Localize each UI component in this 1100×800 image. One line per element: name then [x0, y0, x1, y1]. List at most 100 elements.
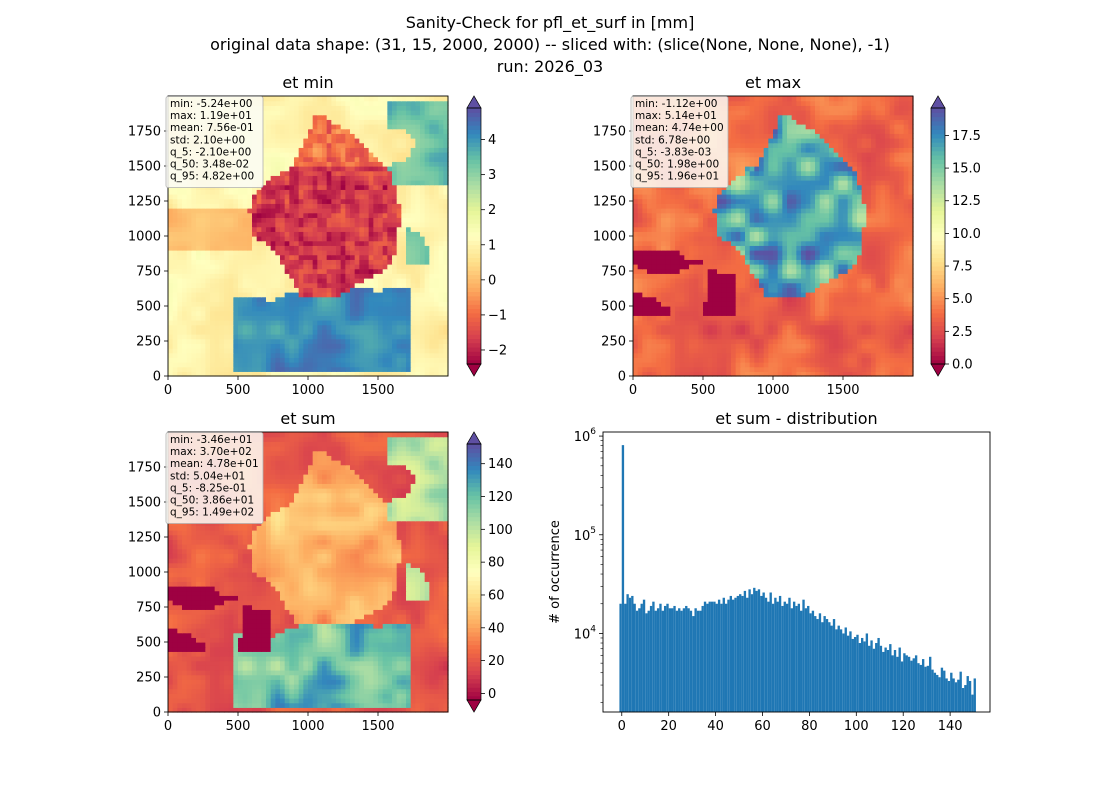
heatmap-cell: [289, 203, 295, 209]
heatmap-cell: [843, 310, 849, 316]
heatmap-cell: [880, 287, 886, 293]
heatmap-cell: [191, 296, 197, 302]
heatmap-cell: [317, 152, 323, 158]
heatmap-cell: [261, 138, 267, 144]
heatmap-cell: [191, 320, 197, 326]
x-tick-label: 500: [226, 383, 251, 398]
heatmap-cell: [182, 268, 188, 274]
heatmap-cell: [791, 338, 797, 344]
heatmap-cell: [899, 357, 905, 363]
heatmap-cell: [763, 366, 769, 372]
heatmap-cell: [424, 124, 430, 130]
heatmap-cell: [224, 208, 230, 214]
heatmap-cell: [214, 194, 220, 200]
heatmap-cell: [298, 334, 304, 340]
heatmap-cell: [308, 133, 314, 139]
heatmap-cell: [801, 287, 807, 293]
heatmap-cell: [182, 203, 188, 209]
heatmap-cell: [633, 348, 639, 354]
heatmap-cell: [424, 152, 430, 158]
heatmap-cell: [633, 287, 639, 293]
heatmap-cell: [410, 124, 416, 130]
heatmap-cell: [782, 348, 788, 354]
heatmap-cell: [191, 203, 197, 209]
heatmap-cell: [247, 240, 253, 246]
heatmap-cell: [354, 306, 360, 312]
heatmap-cell: [172, 273, 178, 279]
heatmap-cell: [336, 366, 342, 372]
heatmap-cell: [665, 324, 671, 330]
heatmap-cell: [214, 226, 220, 232]
heatmap-cell: [340, 315, 346, 321]
heatmap-cell: [275, 315, 281, 321]
heatmap-cell: [205, 231, 211, 237]
heatmap-cell: [350, 184, 356, 190]
heatmap-cell: [336, 250, 342, 256]
heatmap-cell: [712, 310, 718, 316]
heatmap-cell: [429, 236, 435, 242]
heatmap-cell: [908, 371, 914, 377]
heatmap-cell: [354, 320, 360, 326]
heatmap-cell: [168, 278, 174, 284]
heatmap-cell: [210, 254, 216, 260]
heatmap-cell: [242, 343, 248, 349]
heatmap-cell: [172, 203, 178, 209]
heatmap-cell: [186, 203, 192, 209]
heatmap-cell: [843, 357, 849, 363]
heatmap-cell: [196, 296, 202, 302]
heatmap-cell: [364, 306, 370, 312]
heatmap-cell: [815, 329, 821, 335]
heatmap-cell: [312, 189, 318, 195]
heatmap-cell: [693, 287, 699, 293]
heatmap-cell: [871, 357, 877, 363]
heatmap-cell: [815, 366, 821, 372]
heatmap-cell: [317, 338, 323, 344]
heatmap-cell: [410, 100, 416, 106]
heatmap-cell: [340, 156, 346, 162]
heatmap-cell: [438, 250, 444, 256]
heatmap-cell: [401, 166, 407, 172]
heatmap-cell: [894, 366, 900, 372]
heatmap-cell: [434, 278, 440, 284]
heatmap-cell: [759, 282, 765, 288]
heatmap-cell: [392, 254, 398, 260]
heatmap-cell: [801, 348, 807, 354]
heatmap-cell: [782, 371, 788, 377]
heatmap-cell: [322, 287, 328, 293]
heatmap-cell: [224, 217, 230, 223]
heatmap-cell: [852, 324, 858, 330]
heatmap-cell: [252, 343, 258, 349]
heatmap-cell: [214, 217, 220, 223]
heatmap-cell: [368, 296, 374, 302]
heatmap-cell: [242, 226, 248, 232]
heatmap-cell: [438, 208, 444, 214]
heatmap-cell: [298, 231, 304, 237]
heatmap-cell: [205, 338, 211, 344]
heatmap-cell: [364, 114, 370, 120]
heatmap-cell: [773, 362, 779, 368]
heatmap-cell: [410, 292, 416, 298]
heatmap-cell: [275, 217, 281, 223]
heatmap-cell: [810, 338, 816, 344]
heatmap-cell: [693, 278, 699, 284]
heatmap-cell: [908, 320, 914, 326]
heatmap-cell: [387, 194, 393, 200]
heatmap-cell: [238, 329, 244, 335]
heatmap-cell: [740, 371, 746, 377]
heatmap-cell: [224, 292, 230, 298]
heatmap-cell: [345, 259, 351, 265]
heatmap-cell: [252, 226, 258, 232]
heatmap-cell: [168, 329, 174, 335]
heatmap-cell: [364, 343, 370, 349]
heatmap-cell: [894, 282, 900, 288]
heatmap-cell: [252, 362, 258, 368]
heatmap-cell: [410, 357, 416, 363]
heatmap-cell: [833, 371, 839, 377]
heatmap-cell: [410, 133, 416, 139]
heatmap-cell: [191, 348, 197, 354]
heatmap-cell: [252, 296, 258, 302]
heatmap-cell: [801, 315, 807, 321]
heatmap-cell: [317, 310, 323, 316]
heatmap-cell: [266, 348, 272, 354]
heatmap-cell: [378, 334, 384, 340]
